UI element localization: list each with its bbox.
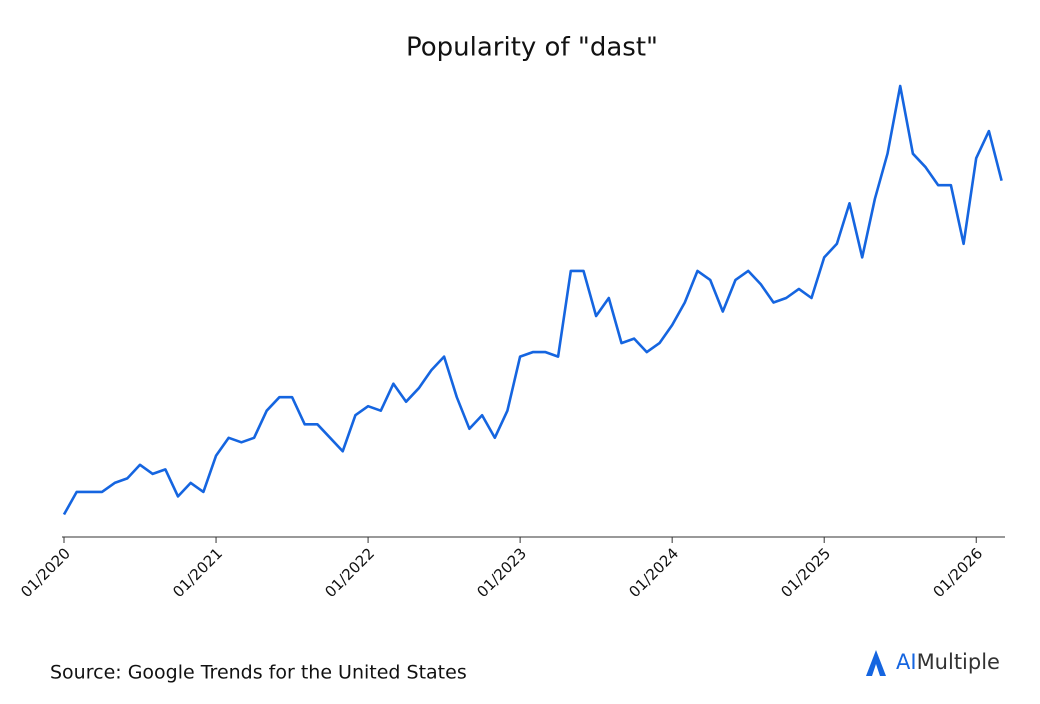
logo-text: AIMultiple	[896, 650, 1000, 674]
x-tick-label: 01/2021	[169, 544, 226, 601]
logo-ai: AI	[896, 650, 917, 674]
source-note: Source: Google Trends for the United Sta…	[50, 662, 467, 684]
x-tick-label: 01/2022	[321, 544, 378, 601]
logo-icon	[866, 650, 886, 676]
series-line	[62, 84, 1003, 516]
logo-rest: Multiple	[917, 650, 1000, 674]
x-tick-label: 01/2020	[17, 544, 74, 601]
x-tick-label: 01/2025	[777, 544, 834, 601]
x-tick-label: 01/2024	[625, 544, 682, 601]
x-tick-label: 01/2023	[473, 544, 530, 601]
x-tick-label: 01/2026	[929, 544, 986, 601]
chart-title: Popularity of "dast"	[406, 33, 658, 63]
logo: AIMultiple	[866, 650, 1000, 676]
